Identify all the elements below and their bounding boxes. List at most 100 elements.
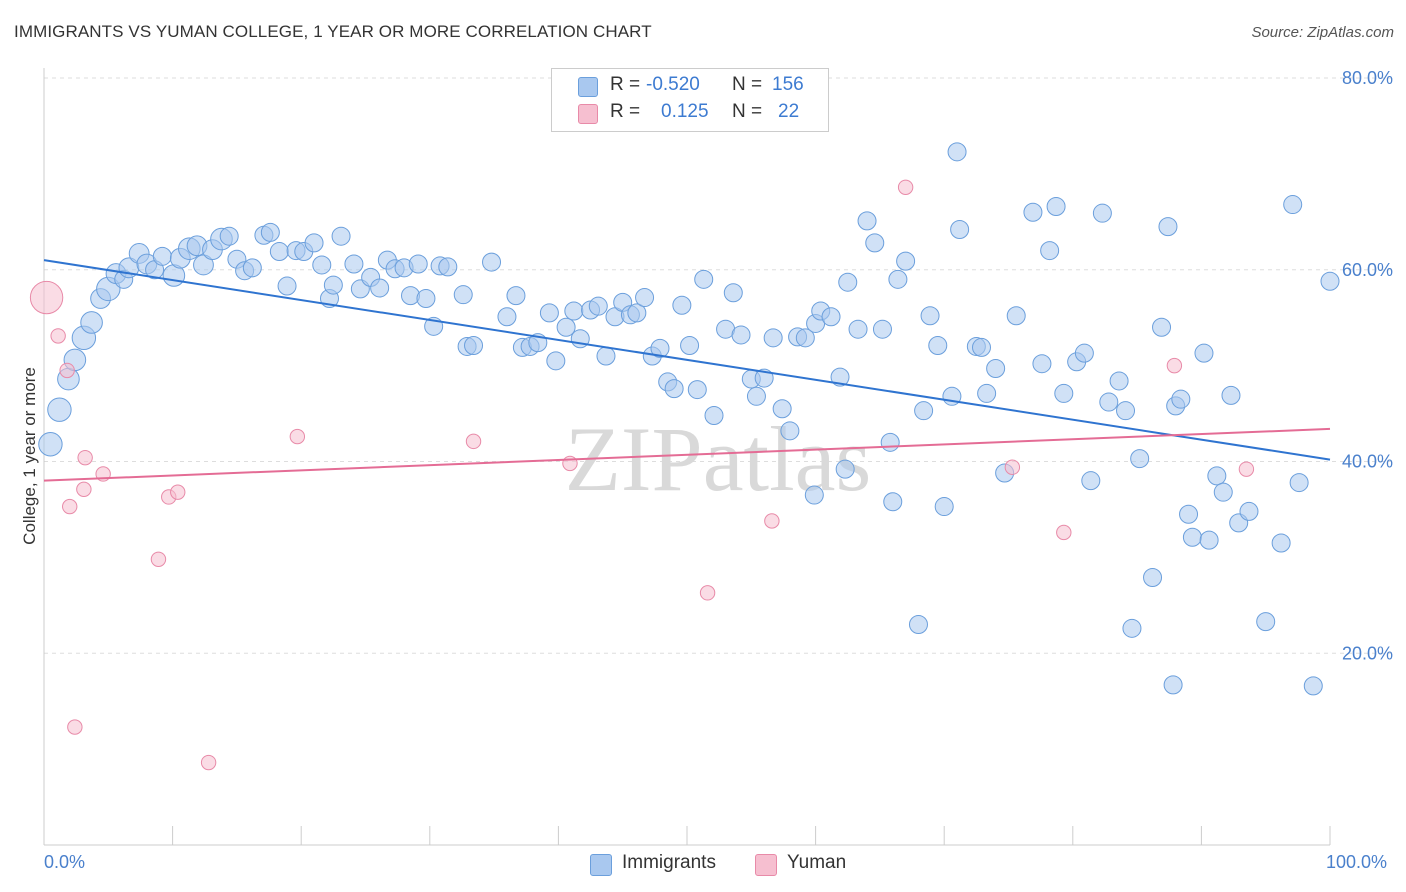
immigrants-point [539, 303, 559, 323]
yuman-legend-label: Yuman [787, 852, 847, 873]
x-tick-label-min: 0.0% [44, 852, 86, 872]
immigrants-point [772, 399, 792, 419]
immigrants-point [1179, 504, 1199, 524]
immigrants-point [1194, 343, 1214, 363]
immigrants-point [1163, 675, 1183, 695]
immigrants-point [977, 383, 997, 403]
immigrants-point [497, 307, 517, 327]
y-tick-label: 80.0% [1342, 68, 1393, 88]
immigrants-point [704, 405, 724, 425]
immigrants-point [1143, 568, 1163, 588]
immigrants-point [1040, 241, 1060, 261]
immigrants-point [627, 303, 647, 323]
correlation-legend: R = -0.520 N = 156 R = 0.125 N = 22 [551, 68, 829, 132]
immigrants-point [1207, 466, 1227, 486]
immigrants-legend-label: Immigrants [622, 852, 716, 873]
immigrants-point [312, 255, 332, 275]
immigrants-point [664, 379, 684, 399]
yuman-point [289, 428, 306, 445]
yuman-r-value: 0.125 [661, 101, 709, 122]
immigrants-point [152, 246, 172, 266]
immigrants-point [888, 269, 908, 289]
immigrants-point [865, 233, 885, 253]
immigrants-point [219, 226, 239, 246]
immigrants-point [242, 258, 262, 278]
immigrants-point [323, 275, 343, 295]
immigrants-point [1158, 217, 1178, 237]
immigrants-point [1006, 306, 1026, 326]
yuman-point [62, 498, 78, 515]
immigrants-point [401, 286, 421, 306]
source-label: Source: ZipAtlas.com [1251, 24, 1394, 41]
immigrants-point [920, 306, 940, 326]
immigrants-point [453, 285, 473, 305]
immigrants-point [857, 211, 877, 231]
immigrants-point [731, 325, 751, 345]
yuman-trend-line [43, 427, 1331, 482]
yuman-n-value: 22 [778, 101, 800, 122]
immigrants-point [464, 335, 484, 355]
immigrants-point [635, 288, 655, 308]
immigrants-point [1099, 392, 1119, 412]
immigrants-point [1130, 449, 1150, 469]
immigrants-point [269, 242, 289, 262]
immigrants-point [1199, 530, 1219, 550]
immigrants-point [804, 485, 824, 505]
r-label: R = [610, 74, 641, 95]
immigrants-point [482, 252, 502, 272]
legend-row-immigrants: R = -0.520 N = 156 [552, 73, 828, 99]
immigrants-point [780, 421, 800, 441]
immigrants-r-value: -0.520 [646, 74, 700, 95]
immigrants-point [304, 233, 324, 253]
yuman-point [1166, 357, 1183, 374]
immigrants-point [1221, 385, 1241, 405]
immigrants-point [821, 307, 841, 327]
yuman-point [67, 719, 83, 735]
immigrants-point [344, 254, 364, 274]
immigrants-point [754, 368, 774, 388]
immigrants-point [830, 367, 850, 387]
n-label: N = [732, 101, 763, 122]
yuman-point [1238, 461, 1255, 477]
immigrants-point [277, 276, 297, 296]
immigrants-point [260, 222, 280, 242]
yuman-point [1004, 459, 1021, 475]
immigrants-point [331, 226, 351, 246]
immigrants-point [934, 497, 954, 517]
y-tick-label: 20.0% [1342, 643, 1393, 663]
n-label: N = [732, 74, 763, 95]
yuman-legend-swatch [755, 854, 777, 876]
r-label: R = [610, 101, 641, 122]
trend-lines [43, 259, 1331, 482]
immigrants-point [795, 328, 815, 348]
yuman-point [200, 754, 217, 771]
yuman-point [59, 362, 75, 379]
immigrants-point [1152, 317, 1172, 337]
chart-title: IMMIGRANTS VS YUMAN COLLEGE, 1 YEAR OR M… [14, 22, 652, 41]
yuman-points [29, 179, 1255, 771]
immigrants-point [546, 351, 566, 371]
immigrants-legend-swatch [590, 854, 612, 876]
immigrants-point [370, 278, 390, 298]
legend-row-yuman: R = 0.125 N = 22 [552, 100, 828, 126]
immigrants-swatch [578, 77, 598, 97]
immigrants-point [1081, 471, 1101, 491]
immigrants-point [1109, 371, 1129, 391]
yuman-point [465, 433, 482, 450]
immigrants-point [835, 459, 855, 479]
immigrants-point [950, 219, 970, 239]
yuman-swatch [578, 104, 598, 124]
y-tick-label: 60.0% [1342, 260, 1393, 280]
yuman-point [77, 449, 93, 466]
immigrants-point [1116, 401, 1136, 421]
immigrants-point [596, 346, 616, 366]
immigrants-point [1046, 196, 1066, 216]
immigrants-point [896, 251, 916, 271]
immigrants-point [672, 295, 692, 315]
immigrants-point [883, 492, 903, 512]
yuman-point [897, 179, 914, 195]
immigrants-point [38, 432, 63, 457]
immigrants-point [928, 335, 948, 355]
immigrants-point [1054, 383, 1074, 403]
